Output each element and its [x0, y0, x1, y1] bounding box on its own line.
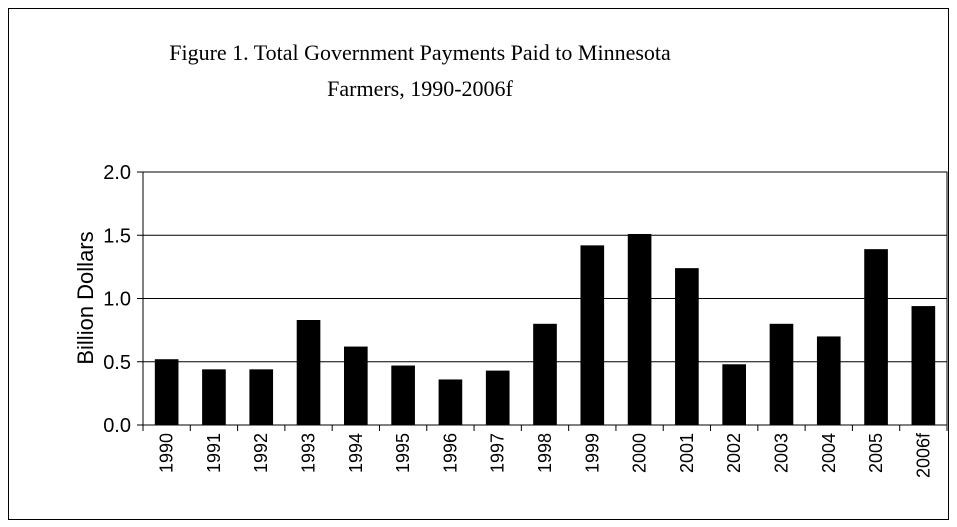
x-tick-label: 1993 — [299, 433, 319, 473]
bar — [391, 365, 415, 425]
bar — [154, 359, 179, 425]
y-tick-label: 0.0 — [103, 415, 131, 437]
bar — [249, 369, 274, 425]
bar — [580, 245, 605, 425]
x-tick-label: 1996 — [440, 433, 460, 473]
bar — [911, 306, 936, 425]
x-tick-label: 1995 — [393, 433, 413, 473]
x-tick-label: 2005 — [866, 433, 886, 473]
bar — [627, 233, 652, 425]
bar — [485, 370, 510, 425]
bar — [675, 268, 699, 425]
y-tick-label: 0.5 — [103, 352, 131, 374]
y-axis-label: Billion Dollars — [73, 231, 98, 364]
y-tick-label: 2.0 — [103, 162, 131, 184]
bar — [438, 379, 463, 425]
x-tick-label: 1997 — [488, 433, 508, 473]
x-tick-label: 1994 — [346, 433, 366, 473]
x-tick-label: 1998 — [535, 433, 555, 473]
bar — [202, 369, 226, 425]
bar — [344, 346, 368, 425]
x-tick-label: 1990 — [157, 433, 177, 473]
x-tick-label: 1992 — [251, 433, 271, 473]
x-tick-label: 2002 — [724, 433, 744, 473]
bar — [296, 320, 321, 425]
chart-title: Figure 1. Total Government Payments Paid… — [169, 40, 671, 65]
bar — [864, 249, 888, 425]
x-tick-label: 2006f — [913, 432, 933, 478]
y-tick-label: 1.5 — [103, 225, 131, 247]
x-tick-label: 2000 — [630, 433, 650, 473]
x-tick-label: 2003 — [771, 433, 791, 473]
bar — [769, 323, 794, 425]
bar — [722, 364, 746, 425]
x-tick-label: 1999 — [582, 433, 602, 473]
bar — [533, 323, 557, 425]
chart-title: Farmers, 1990-2006f — [327, 76, 513, 101]
y-tick-label: 1.0 — [103, 289, 131, 311]
x-tick-label: 2004 — [819, 433, 839, 473]
x-tick-label: 2001 — [677, 433, 697, 473]
bar — [816, 336, 841, 425]
x-tick-label: 1991 — [204, 433, 224, 473]
